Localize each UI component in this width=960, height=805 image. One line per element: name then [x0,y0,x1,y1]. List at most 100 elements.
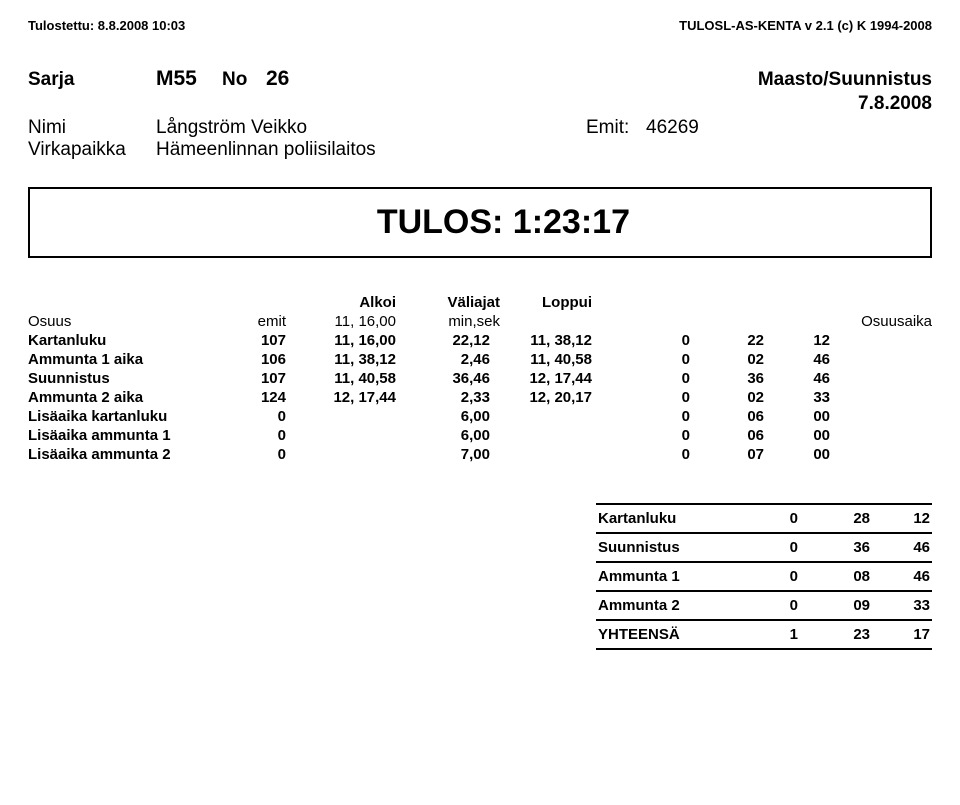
row-emit: 124 [208,389,286,406]
row-hours: 0 [592,389,690,406]
summary-minutes: 08 [798,568,870,585]
row-start [286,427,396,444]
page: Tulostettu: 8.8.2008 10:03 TULOSL-AS-KEN… [0,0,960,805]
row-interval: 2,33 [396,389,490,406]
row-emit: 0 [208,427,286,444]
summary-hours: 0 [738,568,798,585]
print-header: Tulostettu: 8.8.2008 10:03 TULOSL-AS-KEN… [28,18,932,33]
series-row: Sarja M55 No 26 Maasto/Suunnistus [28,67,932,91]
row-name: Lisäaika kartanluku [28,408,208,425]
row-interval: 2,46 [396,351,490,368]
summary-name: Kartanluku [598,510,738,527]
summary-minutes: 09 [798,597,870,614]
row-interval: 7,00 [396,446,490,463]
summary-seconds: 46 [870,539,930,556]
summary-row: Ammunta 100846 [596,563,932,592]
summary-name: Suunnistus [598,539,738,556]
summary-hours: 0 [738,539,798,556]
row-end [490,427,592,444]
series-label: Sarja [28,69,156,91]
row-name: Kartanluku [28,332,208,349]
name-label: Nimi [28,117,156,139]
table-row: Kartanluku10711, 16,0022,1211, 38,120221… [28,332,932,349]
row-interval: 22,12 [396,332,490,349]
summary-row: YHTEENSÄ12317 [596,621,932,650]
row-minutes: 02 [690,351,764,368]
series-number: 26 [266,67,486,91]
data-rows: Kartanluku10711, 16,0022,1211, 38,120221… [28,332,932,463]
series-no-label: No [222,69,266,91]
col-spacer [28,294,208,311]
series-block: Sarja M55 No 26 Maasto/Suunnistus 7.8.20… [28,67,932,161]
row-end: 12, 20,17 [490,389,592,406]
summary-seconds: 17 [870,626,930,643]
summary-seconds: 12 [870,510,930,527]
row-seconds: 46 [764,351,830,368]
osuus-start: 11, 16,00 [286,313,396,330]
row-hours: 0 [592,446,690,463]
row-start [286,408,396,425]
table-row: Lisäaika ammunta 106,0000600 [28,427,932,444]
row-end: 11, 38,12 [490,332,592,349]
info-row-place: Virkapaikka Hämeenlinnan poliisilaitos [28,139,932,161]
summary-seconds: 33 [870,597,930,614]
row-emit: 0 [208,408,286,425]
row-minutes: 02 [690,389,764,406]
row-seconds: 33 [764,389,830,406]
summary-seconds: 46 [870,568,930,585]
row-start: 11, 38,12 [286,351,396,368]
row-interval: 36,46 [396,370,490,387]
summary-hours: 1 [738,626,798,643]
row-emit: 107 [208,332,286,349]
row-emit: 106 [208,351,286,368]
emit-value: 46269 [646,117,699,139]
row-hours: 0 [592,351,690,368]
emit-label: Emit: [586,117,646,139]
place-label: Virkapaikka [28,139,156,161]
osuus-aika: Osuusaika [592,313,932,330]
table-row: Ammunta 1 aika10611, 38,122,4611, 40,580… [28,351,932,368]
row-hours: 0 [592,427,690,444]
row-interval: 6,00 [396,408,490,425]
summary-minutes: 23 [798,626,870,643]
table-row: Lisäaika ammunta 207,0000700 [28,446,932,463]
series-date-row: 7.8.2008 [28,93,932,115]
col-spacer [592,294,932,311]
result-text: TULOS: 1:23:17 [377,203,930,242]
row-end: 12, 17,44 [490,370,592,387]
summary-row: Kartanluku02812 [596,505,932,534]
row-minutes: 22 [690,332,764,349]
series-date: 7.8.2008 [858,93,932,115]
summary-minutes: 36 [798,539,870,556]
osuus-spacer [514,313,592,330]
software-version: TULOSL-AS-KENTA v 2.1 (c) K 1994-2008 [679,18,932,33]
summary-row: Ammunta 200933 [596,592,932,621]
osuus-name: Osuus [28,313,208,330]
name-value: Långström Veikko [156,117,586,139]
row-minutes: 07 [690,446,764,463]
row-hours: 0 [592,408,690,425]
table-row: Lisäaika kartanluku06,0000600 [28,408,932,425]
row-hours: 0 [592,332,690,349]
osuus-subheader: Osuus emit 11, 16,00 min,sek Osuusaika [28,313,932,330]
osuus-emit: emit [208,313,286,330]
summary-name: Ammunta 2 [598,597,738,614]
place-value: Hämeenlinnan poliisilaitos [156,139,586,161]
summary-hours: 0 [738,510,798,527]
columns-header: Alkoi Väliajat Loppui [28,294,932,311]
summary-block: Kartanluku02812Suunnistus03646Ammunta 10… [28,503,932,650]
summary-row: Suunnistus03646 [596,534,932,563]
summary-table: Kartanluku02812Suunnistus03646Ammunta 10… [596,503,932,650]
table-row: Ammunta 2 aika12412, 17,442,3312, 20,170… [28,389,932,406]
row-start: 12, 17,44 [286,389,396,406]
col-valiajat: Väliajat [396,294,514,311]
row-end: 11, 40,58 [490,351,592,368]
row-name: Lisäaika ammunta 2 [28,446,208,463]
row-minutes: 06 [690,408,764,425]
table-row: Suunnistus10711, 40,5836,4612, 17,440364… [28,370,932,387]
row-minutes: 36 [690,370,764,387]
printed-at: Tulostettu: 8.8.2008 10:03 [28,18,185,33]
col-alkoi: Alkoi [286,294,396,311]
row-name: Ammunta 2 aika [28,389,208,406]
series-event: Maasto/Suunnistus [486,69,932,91]
